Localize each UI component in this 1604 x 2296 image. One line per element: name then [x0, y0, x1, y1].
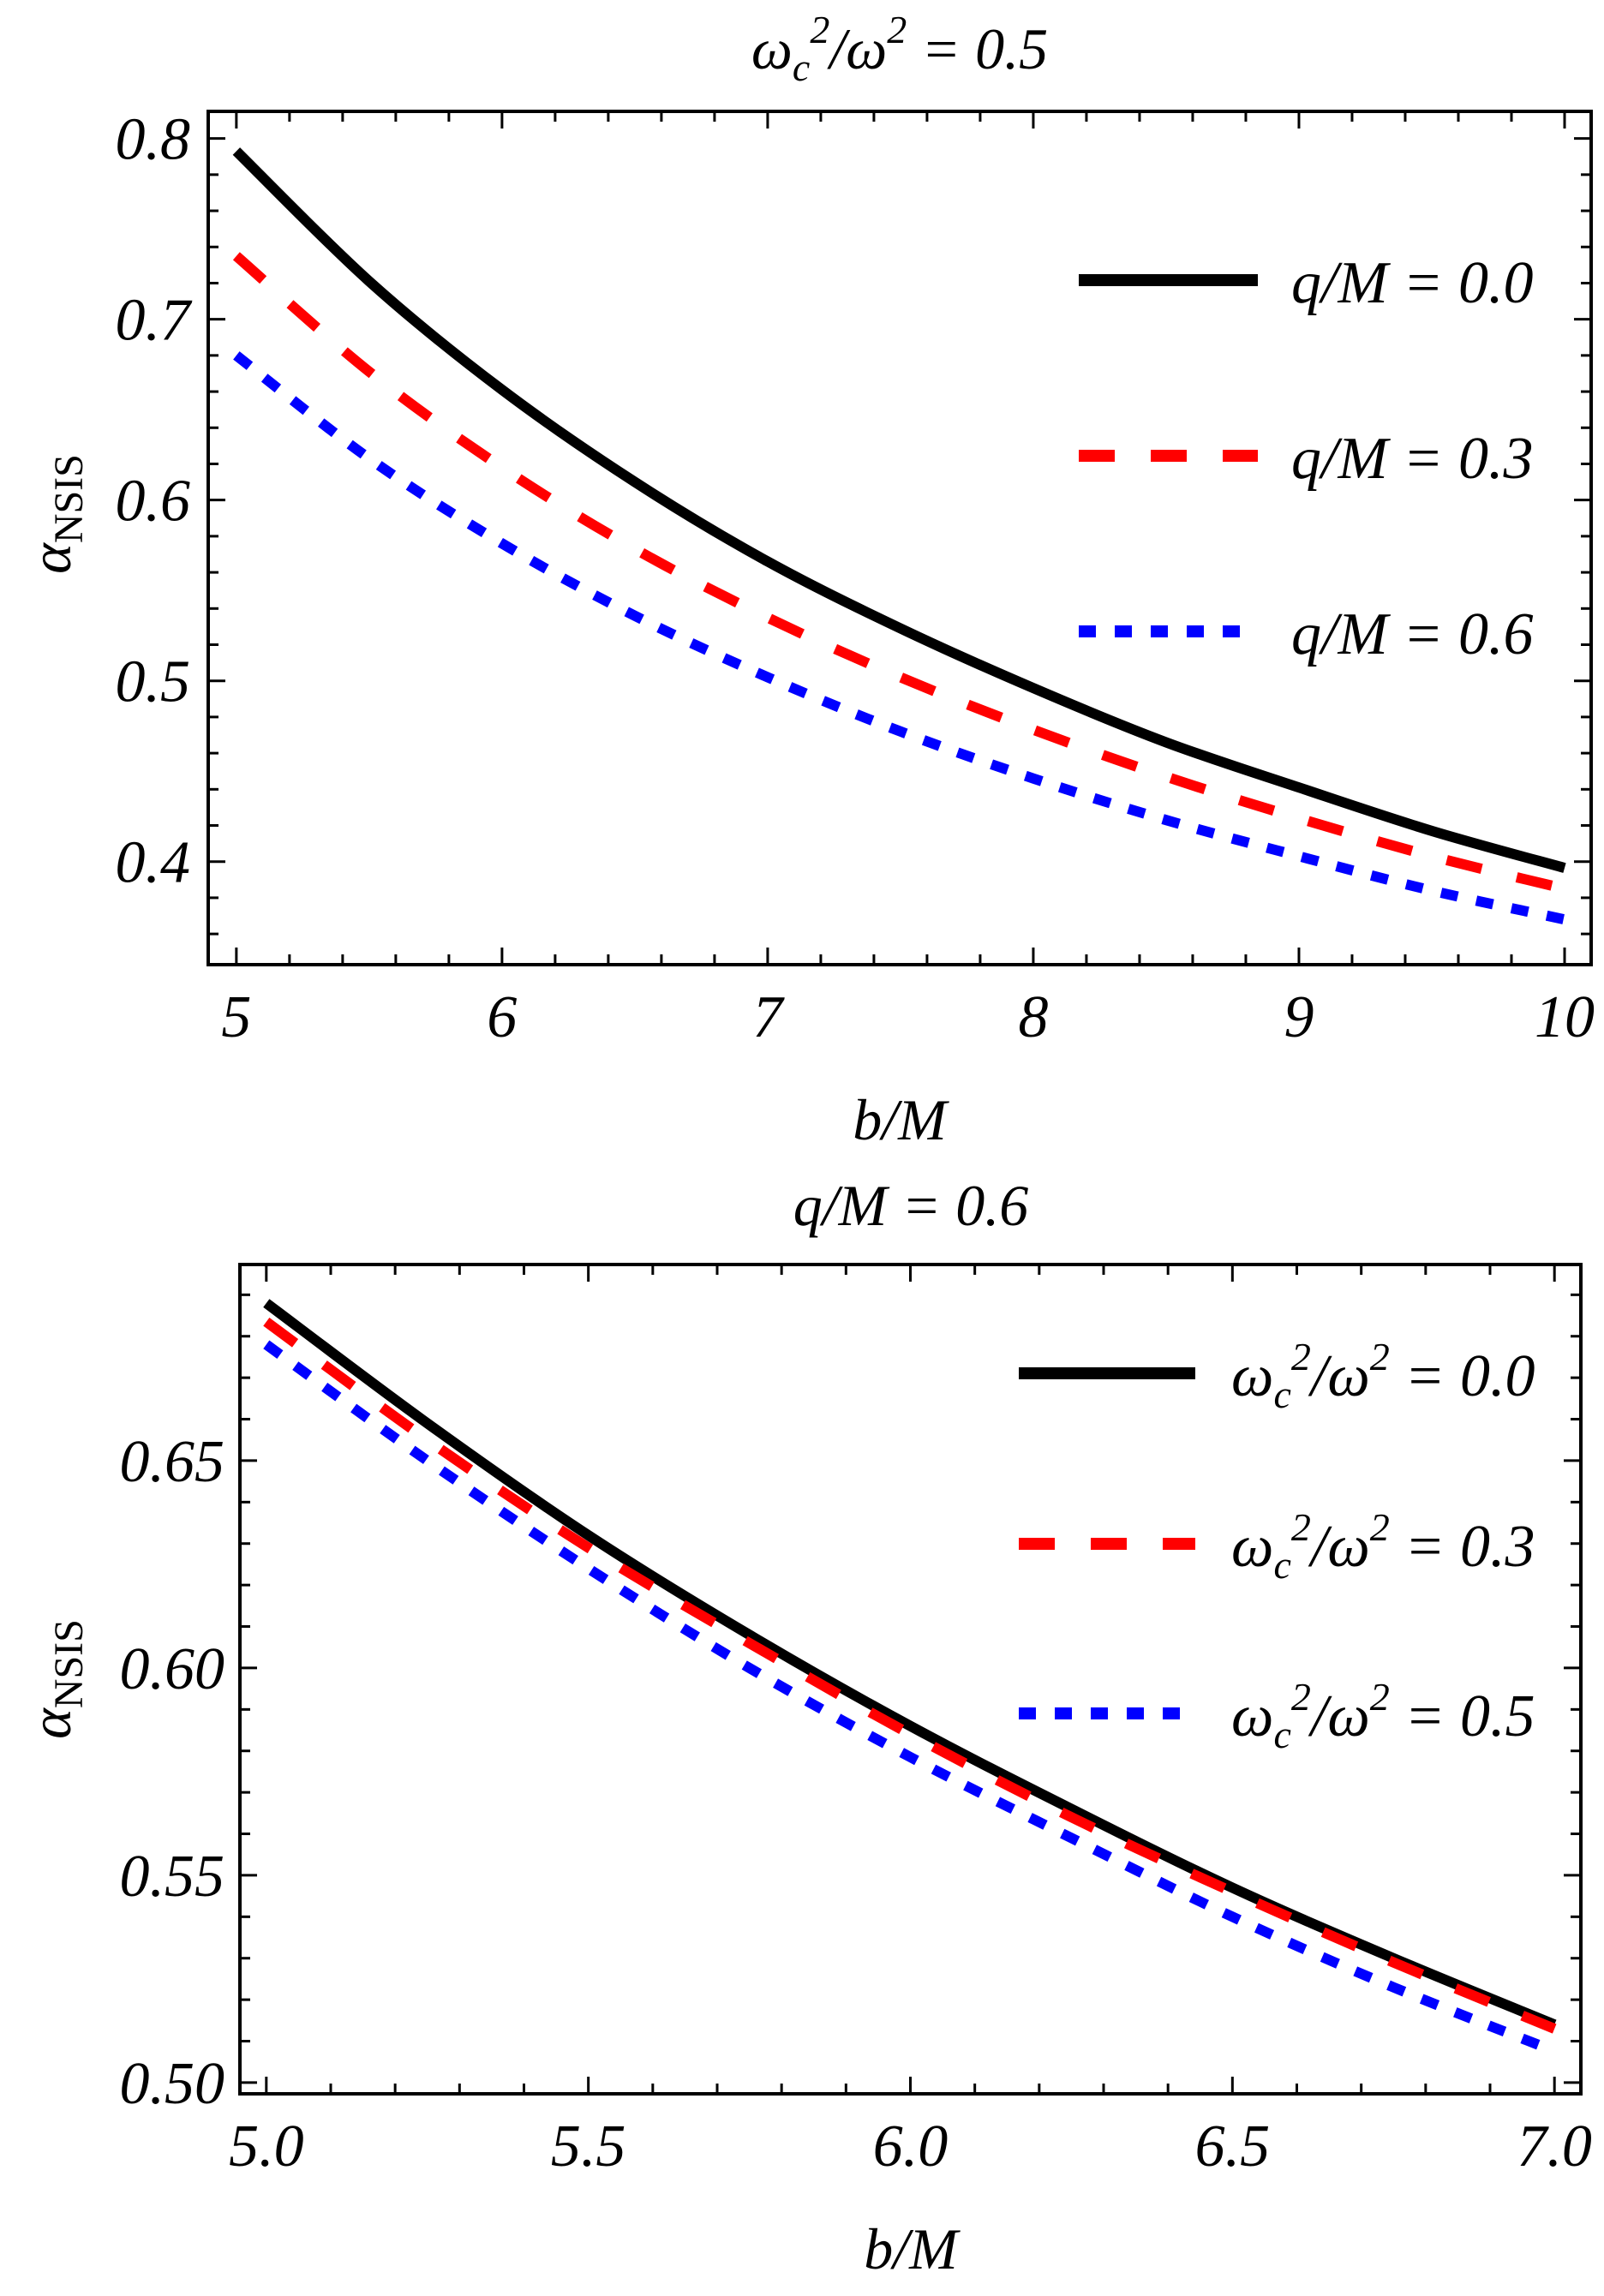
y-axis-label: αNSIS [18, 454, 92, 574]
panel-bottom: q/M = 0.6 5.0 5.5 6.0 6.5 7.0 0.50 0.55 0.60 0.6… [18, 1173, 1592, 2281]
legend-label: ωc2/ω2 = 0.5 [1231, 1675, 1535, 1756]
x-tick-label: 6 [487, 984, 517, 1050]
series-line-dotted [233, 351, 1566, 925]
x-tick-label: 5.5 [551, 2114, 626, 2179]
x-tick-label: 7 [752, 984, 785, 1050]
y-axis-label: αNSIS [18, 1619, 92, 1739]
series-line-dotted [263, 1340, 1557, 2056]
curves [232, 147, 1566, 925]
series-line-dashed [263, 1317, 1557, 2034]
plot-frame [206, 110, 1593, 966]
axis-ticks [240, 1265, 1581, 2094]
y-tick-label: 0.5 [116, 649, 191, 715]
legend-label: q/M = 0.0 [1291, 250, 1534, 316]
legend: q/M = 0.0 q/M = 0.3 q/M = 0.6 [1079, 250, 1534, 667]
x-tick-label: 9 [1284, 984, 1314, 1050]
legend-label: q/M = 0.3 [1291, 426, 1534, 492]
x-tick-label: 6.5 [1195, 2114, 1271, 2179]
y-tick-label: 0.65 [120, 1429, 225, 1495]
y-tick-label: 0.7 [116, 288, 194, 354]
legend-label: ωc2/ω2 = 0.3 [1231, 1505, 1535, 1587]
legend: ωc2/ω2 = 0.0 ωc2/ω2 = 0.3 ωc2/ω2 = 0.5 [1019, 1335, 1535, 1756]
y-tick-label: 0.50 [120, 2051, 225, 2117]
x-tick-label: 5 [221, 984, 251, 1050]
legend-label: ωc2/ω2 = 0.0 [1231, 1335, 1535, 1416]
y-tick-label: 0.6 [116, 469, 191, 535]
x-tick-label: 5.0 [229, 2114, 304, 2179]
legend-label: q/M = 0.6 [1291, 601, 1534, 667]
axis-ticks [208, 111, 1591, 965]
x-tick-label: 7.0 [1517, 2114, 1592, 2179]
x-tick-label: 10 [1535, 984, 1595, 1050]
panel-top: ωc2/ω2 = 0.5 5 6 7 8 9 10 0.4 0.5 0.6 0.7 0.8 q/M … [18, 8, 1595, 1152]
x-tick-label: 6.0 [873, 2114, 949, 2179]
tick-labels: 5 6 7 8 9 10 0.4 0.5 0.6 0.7 0.8 [116, 107, 1595, 1050]
series-line-solid [232, 147, 1566, 873]
y-tick-label: 0.55 [120, 1844, 225, 1910]
y-tick-label: 0.60 [120, 1636, 225, 1702]
curves [263, 1299, 1557, 2056]
x-axis-label: b/M [853, 1087, 949, 1152]
y-tick-label: 0.8 [116, 107, 191, 173]
chart-title: ωc2/ω2 = 0.5 [751, 8, 1048, 89]
x-tick-label: 8 [1018, 984, 1048, 1050]
y-tick-label: 0.4 [116, 830, 191, 896]
series-line-solid [263, 1299, 1557, 2030]
series-line-dashed [232, 252, 1566, 894]
x-axis-label: b/M [864, 2216, 961, 2281]
chart-title: q/M = 0.6 [793, 1173, 1028, 1238]
tick-labels: 5.0 5.5 6.0 6.5 7.0 0.50 0.55 0.60 0.65 [120, 1429, 1592, 2179]
